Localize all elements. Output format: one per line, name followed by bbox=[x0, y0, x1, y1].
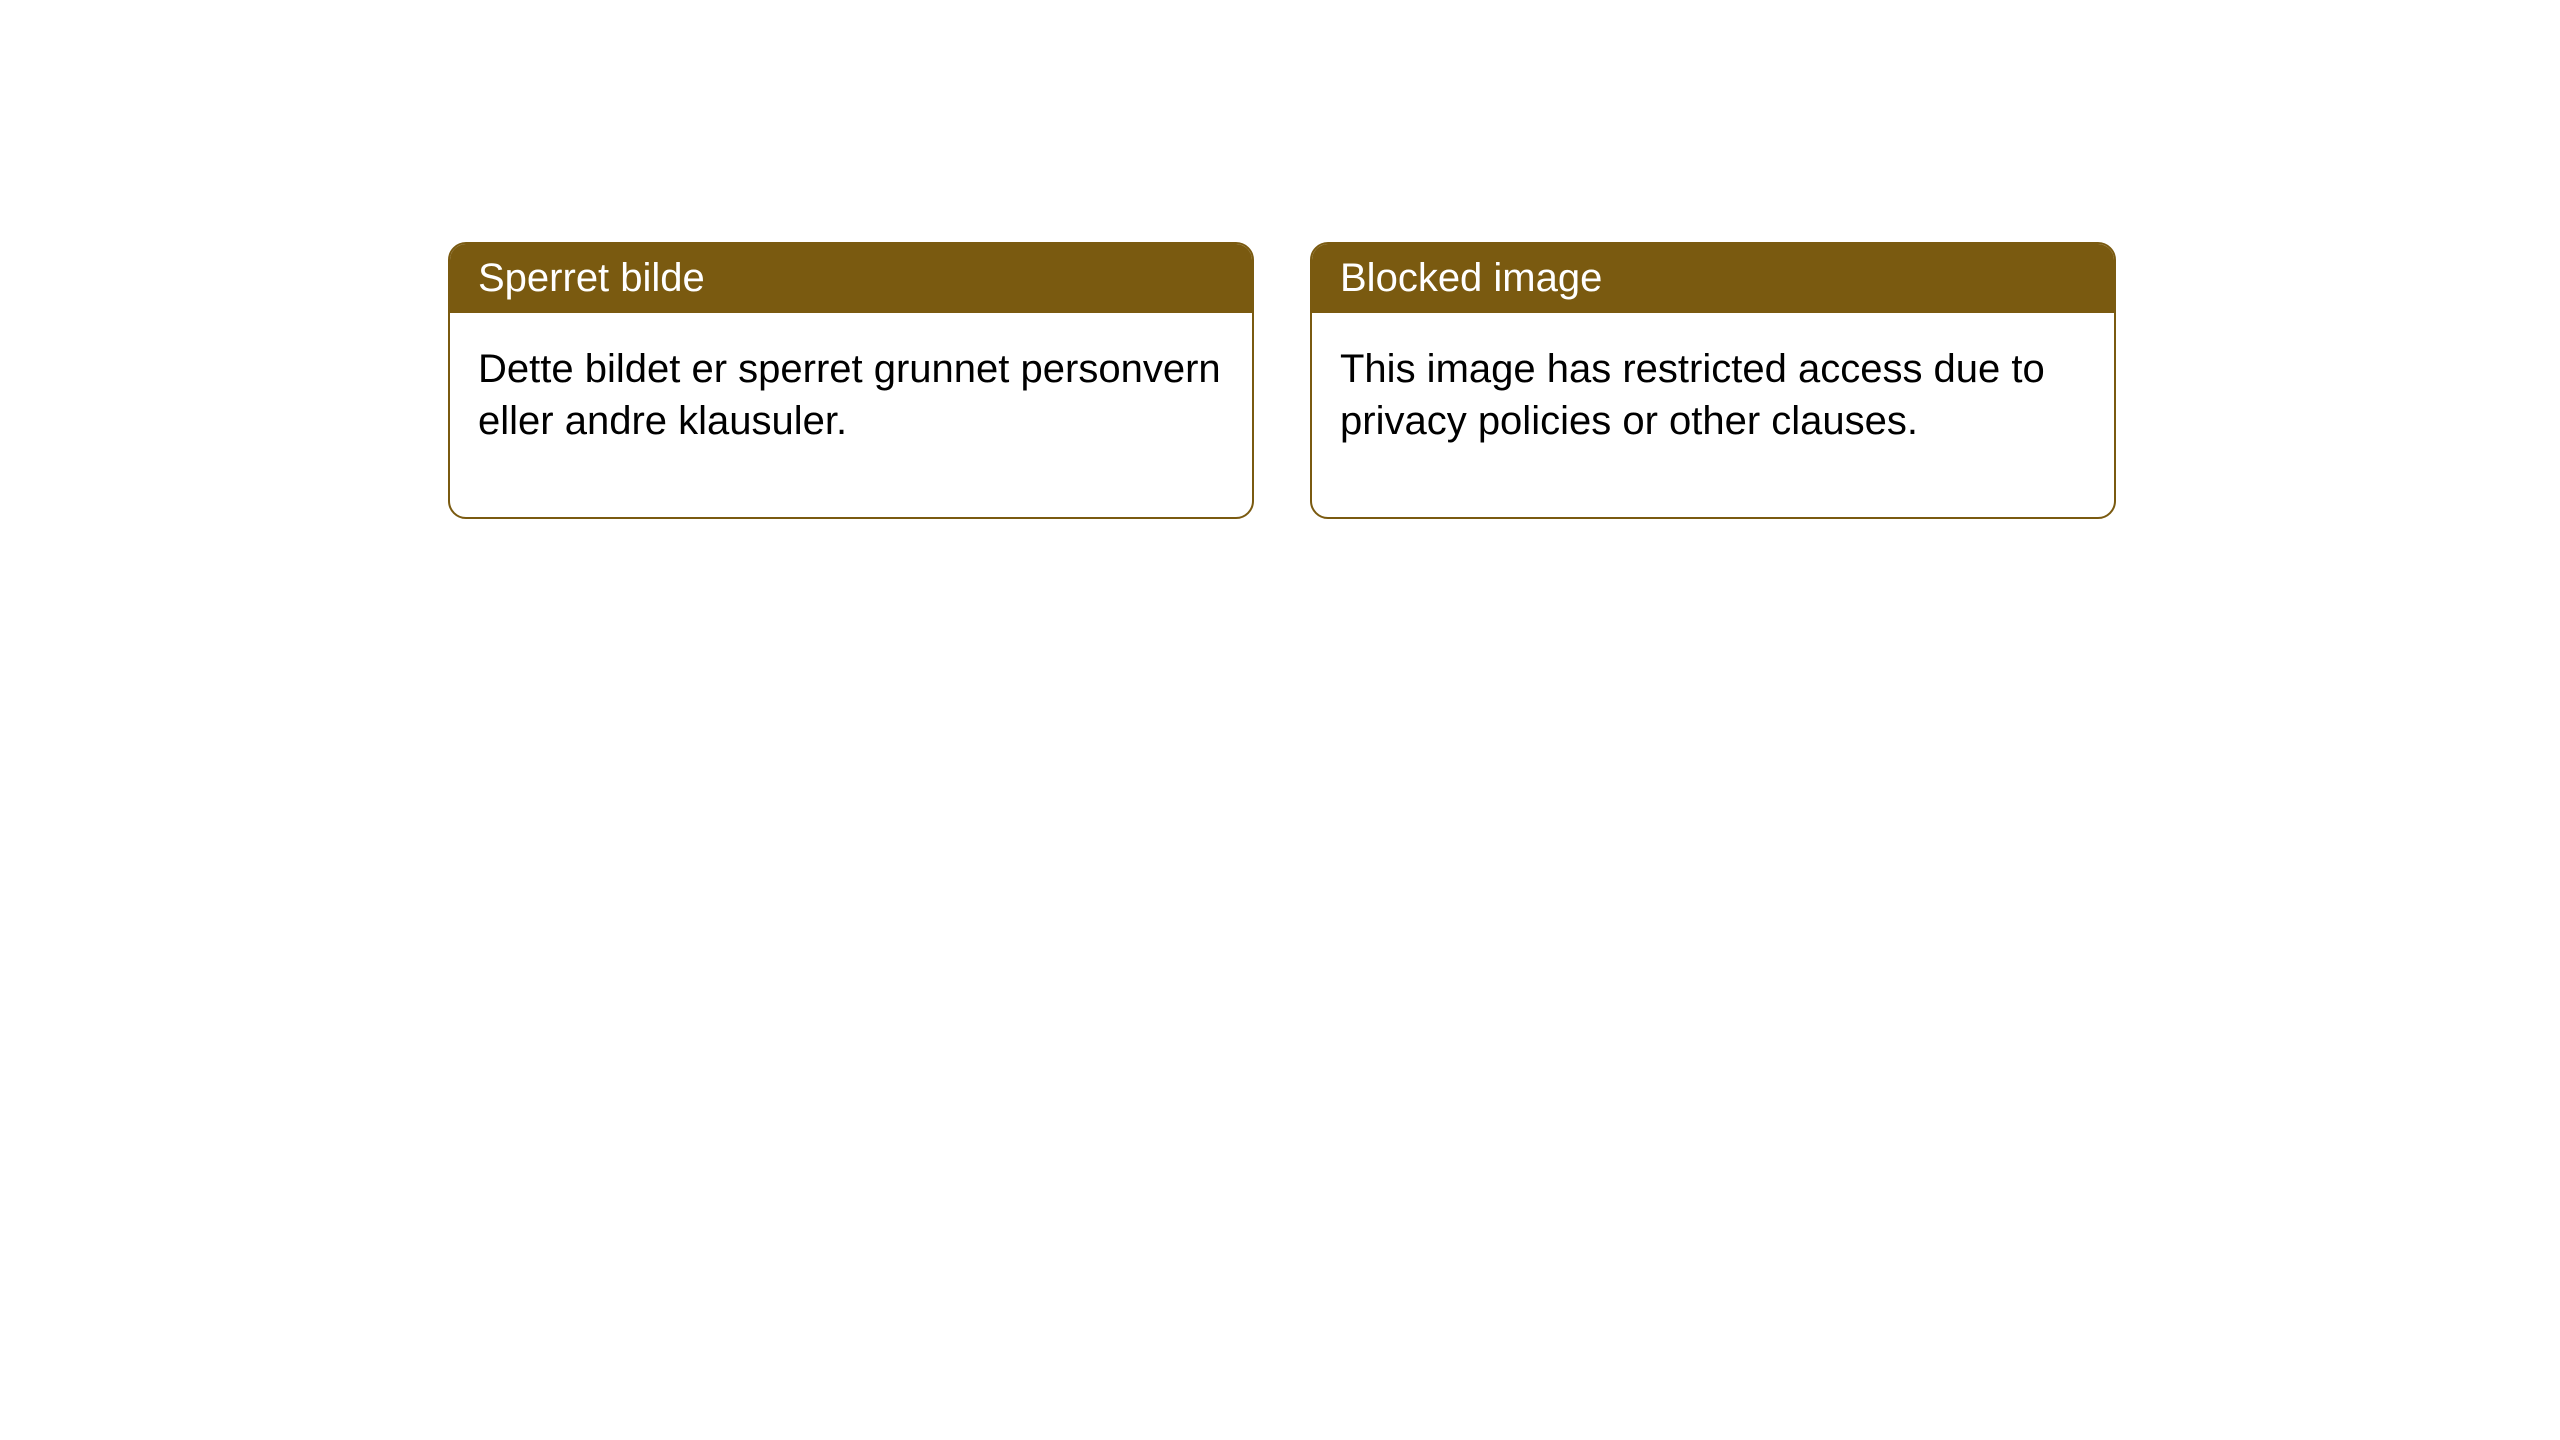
notice-cards-row: Sperret bilde Dette bildet er sperret gr… bbox=[0, 0, 2560, 519]
notice-title-en: Blocked image bbox=[1340, 256, 1602, 300]
notice-title-no: Sperret bilde bbox=[478, 256, 705, 300]
notice-card-body-no: Dette bildet er sperret grunnet personve… bbox=[450, 313, 1252, 517]
notice-card-en: Blocked image This image has restricted … bbox=[1310, 242, 2116, 519]
notice-body-text-no: Dette bildet er sperret grunnet personve… bbox=[478, 347, 1221, 443]
notice-card-no: Sperret bilde Dette bildet er sperret gr… bbox=[448, 242, 1254, 519]
notice-card-header-no: Sperret bilde bbox=[450, 244, 1252, 313]
notice-body-text-en: This image has restricted access due to … bbox=[1340, 347, 2045, 443]
notice-card-header-en: Blocked image bbox=[1312, 244, 2114, 313]
notice-card-body-en: This image has restricted access due to … bbox=[1312, 313, 2114, 517]
